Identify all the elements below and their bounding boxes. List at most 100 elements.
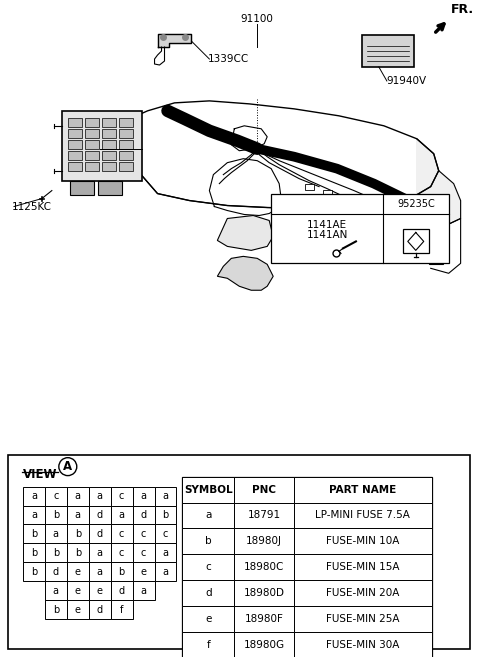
Bar — [271, 194, 449, 263]
Bar — [67, 581, 89, 600]
Text: 1339CC: 1339CC — [207, 54, 249, 64]
Text: b: b — [53, 604, 59, 615]
Bar — [102, 140, 116, 148]
Bar — [429, 254, 443, 264]
Bar — [182, 476, 432, 657]
Bar — [182, 606, 234, 632]
Bar — [429, 240, 443, 250]
Text: a: a — [96, 491, 103, 501]
Text: FUSE-MIN 15A: FUSE-MIN 15A — [326, 562, 400, 572]
Bar — [294, 503, 432, 528]
Text: a: a — [163, 567, 168, 577]
Text: e: e — [75, 586, 81, 596]
Bar — [67, 487, 89, 505]
Bar — [45, 487, 67, 505]
Text: 18980F: 18980F — [245, 614, 284, 624]
Bar — [85, 129, 99, 138]
Bar — [102, 162, 116, 171]
Bar — [155, 524, 177, 543]
Bar — [380, 208, 389, 214]
Text: d: d — [205, 588, 212, 599]
Text: b: b — [162, 510, 168, 520]
Bar — [132, 505, 155, 524]
Bar — [132, 562, 155, 581]
Bar — [234, 528, 294, 555]
Bar — [155, 543, 177, 562]
Text: A: A — [63, 460, 72, 473]
Bar — [119, 129, 132, 138]
Text: LP-MINI FUSE 7.5A: LP-MINI FUSE 7.5A — [315, 510, 410, 520]
Text: a: a — [31, 510, 37, 520]
Text: a: a — [75, 491, 81, 501]
Text: b: b — [75, 529, 81, 539]
Bar — [89, 562, 111, 581]
Bar — [68, 162, 82, 171]
Text: SYMBOL: SYMBOL — [184, 485, 233, 495]
Text: b: b — [53, 548, 59, 558]
Text: c: c — [205, 562, 211, 572]
Text: VIEW: VIEW — [23, 468, 58, 481]
Bar — [102, 150, 116, 160]
Text: c: c — [119, 548, 124, 558]
Text: b: b — [205, 536, 212, 547]
Bar — [234, 555, 294, 580]
Text: c: c — [141, 548, 146, 558]
Bar — [85, 140, 99, 148]
Text: a: a — [53, 529, 59, 539]
Bar — [70, 181, 94, 194]
Bar — [111, 600, 132, 619]
Bar — [85, 150, 99, 160]
Bar — [119, 150, 132, 160]
Text: d: d — [119, 586, 125, 596]
Text: e: e — [141, 567, 146, 577]
Bar — [111, 505, 132, 524]
Bar — [62, 111, 142, 181]
Text: d: d — [96, 510, 103, 520]
Text: 91100: 91100 — [241, 14, 274, 24]
Bar — [67, 600, 89, 619]
Bar — [343, 196, 352, 202]
Bar — [294, 528, 432, 555]
Bar — [111, 487, 132, 505]
Text: e: e — [96, 586, 103, 596]
Bar — [119, 162, 132, 171]
Bar — [182, 632, 234, 657]
Text: f: f — [206, 640, 210, 650]
Text: 95235C: 95235C — [397, 198, 434, 208]
Text: a: a — [163, 548, 168, 558]
Text: FUSE-MIN 10A: FUSE-MIN 10A — [326, 536, 400, 547]
Bar — [23, 487, 45, 505]
Text: c: c — [53, 491, 59, 501]
Bar — [67, 543, 89, 562]
Text: 1141AE: 1141AE — [307, 221, 347, 231]
Bar — [119, 140, 132, 148]
Text: 1141AN: 1141AN — [306, 231, 348, 240]
Bar — [68, 118, 82, 127]
Bar — [294, 476, 432, 503]
Text: 18980C: 18980C — [244, 562, 285, 572]
Bar — [155, 487, 177, 505]
Text: a: a — [141, 586, 146, 596]
Bar — [132, 581, 155, 600]
Bar — [89, 600, 111, 619]
Text: e: e — [75, 604, 81, 615]
Bar — [89, 524, 111, 543]
Text: a: a — [163, 491, 168, 501]
Bar — [8, 455, 469, 649]
Text: b: b — [31, 529, 37, 539]
Bar — [111, 562, 132, 581]
Bar — [234, 503, 294, 528]
Bar — [23, 524, 45, 543]
Bar — [234, 632, 294, 657]
Text: d: d — [53, 567, 59, 577]
Text: b: b — [75, 548, 81, 558]
Bar — [67, 505, 89, 524]
Bar — [155, 562, 177, 581]
Bar — [294, 580, 432, 606]
Bar — [102, 118, 116, 127]
Text: FUSE-MIN 25A: FUSE-MIN 25A — [326, 614, 400, 624]
Text: f: f — [120, 604, 123, 615]
Text: 18791: 18791 — [248, 510, 281, 520]
Bar — [403, 229, 429, 254]
Bar — [68, 140, 82, 148]
